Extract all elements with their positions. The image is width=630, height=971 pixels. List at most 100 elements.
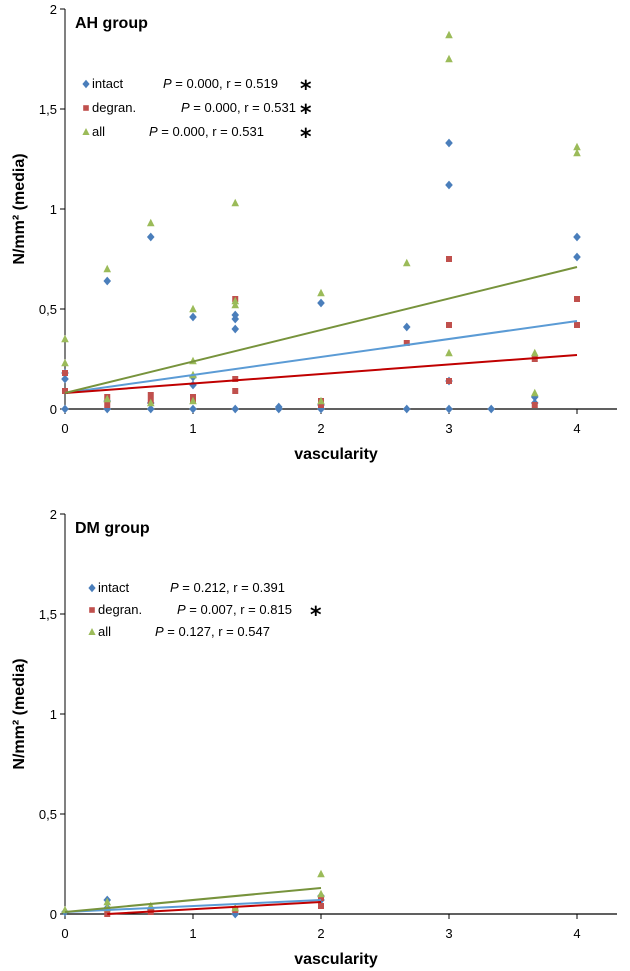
y-tick-label: 0 [50, 402, 57, 417]
data-point-degran [446, 322, 452, 328]
legend-stats: P = 0.007, r = 0.815 [177, 602, 292, 617]
data-point-intact [445, 180, 453, 190]
data-point-all [317, 396, 325, 405]
data-point-degran [318, 903, 324, 909]
data-point-all [530, 388, 539, 397]
data-point-intact [61, 404, 69, 414]
plot-ah-group: 0 0,5 1 1,5 2 0 1 2 3 4 vascularity N/mm² (media) AH… [11, 2, 617, 463]
legend-label-all: all [92, 124, 105, 139]
data-point-intact [146, 232, 155, 242]
data-point-intact [189, 312, 197, 322]
x-tick-label: 2 [317, 926, 324, 941]
data-point-all [530, 348, 539, 357]
data-point-intact [317, 298, 325, 308]
y-tick-label: 1 [50, 202, 57, 217]
legend-stats: P = 0.127, r = 0.547 [155, 624, 270, 639]
p-symbol: P [155, 624, 164, 639]
significance-star: * [310, 603, 322, 628]
data-point-all [402, 258, 411, 267]
data-point-all [445, 30, 453, 39]
trendline-intact [64, 899, 322, 913]
stats-values: = 0.000, r = 0.519 [172, 76, 278, 91]
data-point-intact [231, 324, 240, 334]
y-axis-label: N/mm² (media) [11, 658, 28, 769]
y-tick-label: 0 [50, 907, 57, 922]
data-point-all [231, 296, 240, 305]
data-point-intact [573, 232, 581, 242]
data-point-all [61, 358, 69, 367]
legend-marker-all [82, 128, 90, 135]
p-symbol: P [163, 76, 172, 91]
data-point-all [103, 897, 112, 906]
data-point-intact [189, 380, 197, 390]
data-point-degran [403, 340, 410, 346]
data-point-degran [531, 402, 538, 408]
data-point-all [146, 218, 155, 227]
x-tick-label: 4 [573, 421, 580, 436]
legend-label-intact: intact [98, 580, 129, 595]
data-point-intact [189, 404, 197, 414]
stats-values: = 0.007, r = 0.815 [186, 602, 292, 617]
data-point-intact [103, 404, 112, 414]
data-point-intact [317, 404, 325, 414]
data-point-intact [231, 404, 240, 414]
y-tick-label: 1 [50, 707, 57, 722]
data-point-degran [446, 256, 452, 262]
data-point-intact [274, 404, 283, 414]
data-point-degran [62, 388, 68, 394]
y-axis-label: N/mm² (media) [11, 153, 28, 264]
data-point-degran [446, 378, 452, 384]
legend-stats: P = 0.000, r = 0.531 [149, 124, 264, 139]
data-point-degran [318, 895, 324, 901]
data-point-degran [62, 370, 68, 376]
y-tick-label: 2 [50, 507, 57, 522]
data-point-degran [104, 402, 111, 408]
legend-marker-degran [89, 607, 95, 613]
x-tick-label: 4 [573, 926, 580, 941]
data-point-intact [573, 252, 581, 262]
data-point-intact [103, 276, 112, 286]
legend: intact P = 0.212, r = 0.391 degran. P = 0.0… [88, 580, 322, 639]
data-point-all [231, 300, 240, 309]
legend-stats: P = 0.000, r = 0.519 [163, 76, 278, 91]
p-symbol: P [149, 124, 158, 139]
data-point-all [317, 869, 325, 878]
data-point-degran [574, 322, 580, 328]
x-tick-label: 3 [445, 926, 452, 941]
data-point-all [573, 142, 581, 151]
plot-dm-group: 0 0,5 1 1,5 2 0 1 2 3 4 vascularity N/mm² (media) DM… [11, 507, 617, 968]
significance-star: * [300, 125, 312, 150]
y-tick-label: 0,5 [39, 302, 57, 317]
data-point-intact [402, 322, 411, 332]
data-point-intact [445, 404, 453, 414]
x-axis-label: vascularity [294, 951, 378, 968]
data-point-intact [402, 404, 411, 414]
data-point-all [445, 54, 453, 63]
data-point-all [103, 264, 112, 273]
trendline-degran [64, 354, 578, 394]
series-intact-points [61, 138, 581, 414]
data-point-degran [318, 402, 324, 408]
data-point-intact [530, 392, 539, 402]
data-point-intact [231, 314, 240, 324]
x-tick-label: 1 [189, 926, 196, 941]
legend-label-degran: degran. [98, 602, 142, 617]
plot-title: AH group [75, 15, 148, 32]
data-point-degran [232, 388, 239, 394]
trendline-intact [64, 320, 578, 394]
y-tick-label: 1,5 [39, 102, 57, 117]
stats-values: = 0.212, r = 0.391 [179, 580, 285, 595]
data-point-intact [487, 404, 496, 414]
plot-title: DM group [75, 520, 150, 537]
x-tick-label: 2 [317, 421, 324, 436]
legend-marker-degran [83, 105, 89, 111]
trendline-all [64, 266, 578, 394]
legend-stats: P = 0.212, r = 0.391 [170, 580, 285, 595]
data-point-intact [146, 404, 155, 414]
x-tick-label: 1 [189, 421, 196, 436]
trendline-all [64, 887, 322, 913]
x-tick-label: 0 [61, 926, 68, 941]
stats-values: = 0.000, r = 0.531 [158, 124, 264, 139]
data-point-all [189, 304, 197, 313]
